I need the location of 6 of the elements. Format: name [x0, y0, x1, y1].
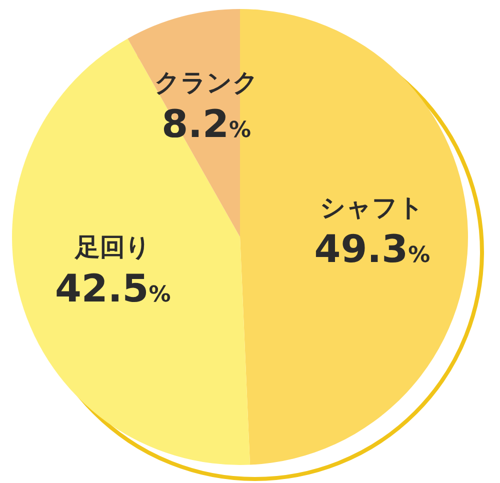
data-label: 49.3% [314, 227, 430, 272]
data-label: 42.5% [54, 266, 171, 310]
data-label: 8.2% [162, 102, 251, 146]
slice-label: クランク [154, 68, 258, 98]
slice-label: シャフト [320, 193, 424, 222]
slice-label: 足回り [74, 232, 151, 262]
